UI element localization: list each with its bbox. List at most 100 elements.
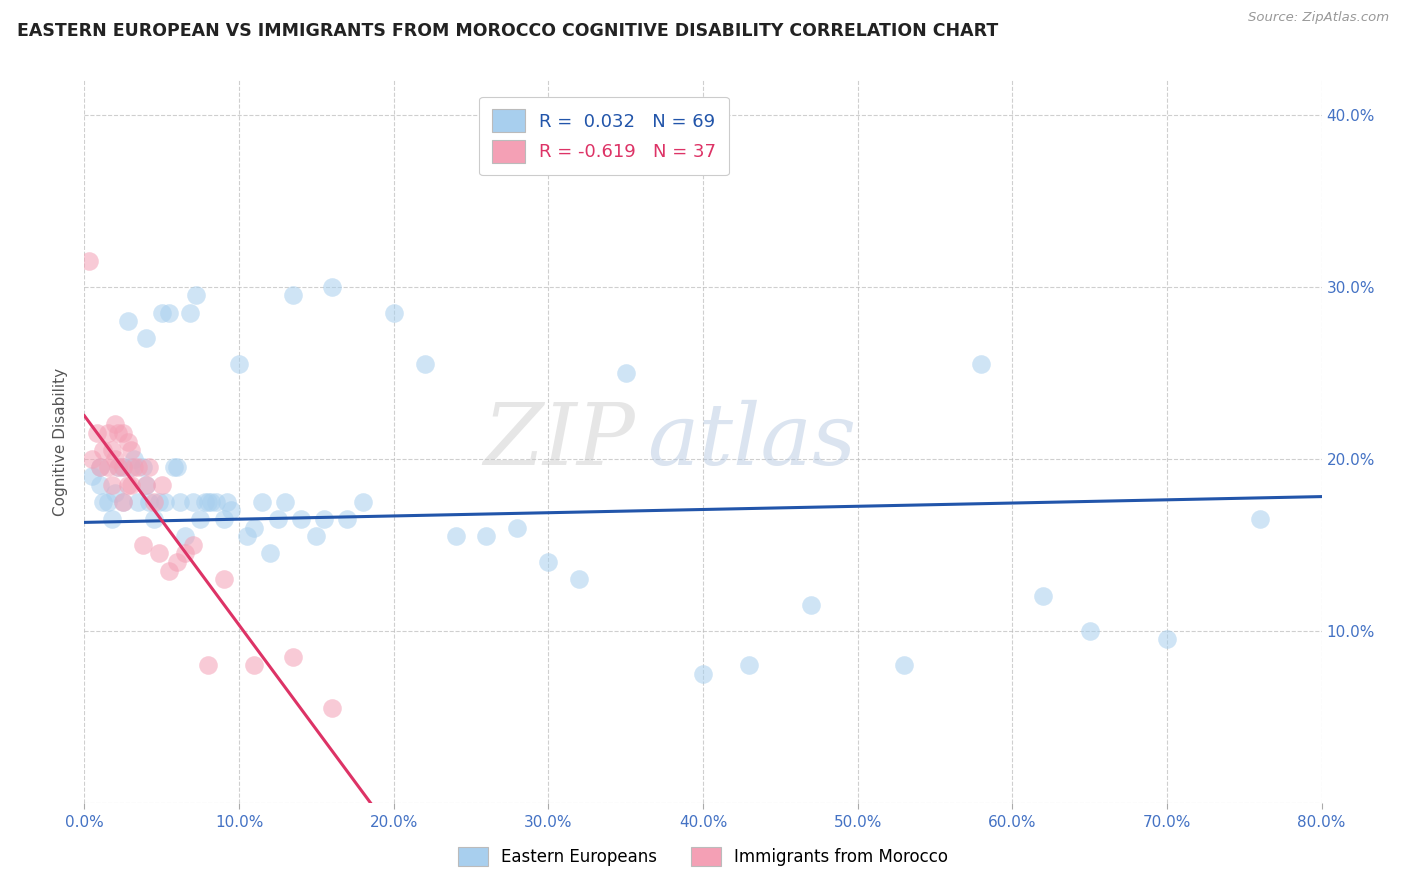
Point bbox=[321, 279, 343, 293]
Point bbox=[150, 305, 173, 319]
Point bbox=[117, 434, 139, 449]
Point bbox=[166, 555, 188, 569]
Point bbox=[107, 460, 129, 475]
Point bbox=[101, 443, 124, 458]
Point bbox=[188, 512, 211, 526]
Point bbox=[243, 658, 266, 673]
Point bbox=[150, 477, 173, 491]
Point bbox=[159, 305, 180, 319]
Point bbox=[181, 494, 204, 508]
Point bbox=[107, 460, 129, 475]
Point bbox=[200, 494, 222, 508]
Y-axis label: Cognitive Disability: Cognitive Disability bbox=[53, 368, 69, 516]
Point bbox=[197, 658, 219, 673]
Point bbox=[568, 572, 591, 586]
Point bbox=[893, 658, 915, 673]
Point bbox=[153, 494, 176, 508]
Point bbox=[274, 494, 297, 508]
Point bbox=[312, 512, 335, 526]
Text: ZIP: ZIP bbox=[484, 401, 636, 483]
Point bbox=[181, 538, 204, 552]
Legend: R =  0.032   N = 69, R = -0.619   N = 37: R = 0.032 N = 69, R = -0.619 N = 37 bbox=[479, 96, 728, 176]
Point bbox=[112, 494, 135, 508]
Text: Source: ZipAtlas.com: Source: ZipAtlas.com bbox=[1249, 11, 1389, 24]
Point bbox=[243, 520, 266, 534]
Point bbox=[614, 366, 637, 380]
Point bbox=[86, 425, 108, 440]
Point bbox=[352, 494, 374, 508]
Point bbox=[112, 460, 135, 475]
Point bbox=[104, 486, 127, 500]
Point bbox=[138, 494, 160, 508]
Point bbox=[1156, 632, 1178, 647]
Point bbox=[212, 572, 235, 586]
Point bbox=[96, 494, 118, 508]
Point bbox=[77, 253, 100, 268]
Point bbox=[1078, 624, 1101, 638]
Point bbox=[96, 460, 118, 475]
Point bbox=[135, 477, 157, 491]
Point bbox=[382, 305, 405, 319]
Point bbox=[194, 494, 217, 508]
Point bbox=[537, 555, 560, 569]
Point bbox=[259, 546, 281, 560]
Point bbox=[104, 417, 127, 432]
Point bbox=[197, 494, 219, 508]
Point bbox=[506, 520, 529, 534]
Point bbox=[692, 666, 714, 681]
Point bbox=[184, 288, 207, 302]
Point bbox=[174, 546, 197, 560]
Point bbox=[101, 512, 124, 526]
Point bbox=[336, 512, 359, 526]
Point bbox=[738, 658, 761, 673]
Point bbox=[228, 357, 250, 371]
Point bbox=[104, 451, 127, 466]
Point bbox=[89, 477, 111, 491]
Point bbox=[117, 477, 139, 491]
Point bbox=[174, 529, 197, 543]
Point bbox=[82, 451, 104, 466]
Point bbox=[132, 460, 155, 475]
Point bbox=[127, 494, 149, 508]
Point bbox=[89, 460, 111, 475]
Point bbox=[267, 512, 290, 526]
Point bbox=[290, 512, 312, 526]
Point bbox=[212, 512, 235, 526]
Point bbox=[120, 443, 142, 458]
Point bbox=[800, 598, 823, 612]
Point bbox=[250, 494, 273, 508]
Legend: Eastern Europeans, Immigrants from Morocco: Eastern Europeans, Immigrants from Moroc… bbox=[450, 838, 956, 875]
Point bbox=[135, 331, 157, 345]
Point bbox=[82, 469, 104, 483]
Point bbox=[91, 494, 114, 508]
Point bbox=[166, 460, 188, 475]
Point bbox=[112, 494, 135, 508]
Point bbox=[143, 512, 166, 526]
Point bbox=[112, 425, 135, 440]
Point bbox=[112, 460, 135, 475]
Point bbox=[281, 288, 305, 302]
Text: EASTERN EUROPEAN VS IMMIGRANTS FROM MOROCCO COGNITIVE DISABILITY CORRELATION CHA: EASTERN EUROPEAN VS IMMIGRANTS FROM MORO… bbox=[17, 22, 998, 40]
Point bbox=[122, 460, 145, 475]
Point bbox=[413, 357, 436, 371]
Point bbox=[281, 649, 305, 664]
Point bbox=[107, 425, 129, 440]
Point bbox=[120, 477, 142, 491]
Point bbox=[219, 503, 242, 517]
Point bbox=[444, 529, 467, 543]
Point bbox=[321, 701, 343, 715]
Point bbox=[96, 425, 118, 440]
Text: atlas: atlas bbox=[647, 401, 856, 483]
Point bbox=[135, 477, 157, 491]
Point bbox=[91, 443, 114, 458]
Point bbox=[101, 477, 124, 491]
Point bbox=[89, 460, 111, 475]
Point bbox=[1032, 590, 1054, 604]
Point bbox=[143, 494, 166, 508]
Point bbox=[179, 305, 201, 319]
Point bbox=[159, 564, 180, 578]
Point bbox=[148, 494, 170, 508]
Point bbox=[117, 314, 139, 328]
Point bbox=[169, 494, 191, 508]
Point bbox=[970, 357, 993, 371]
